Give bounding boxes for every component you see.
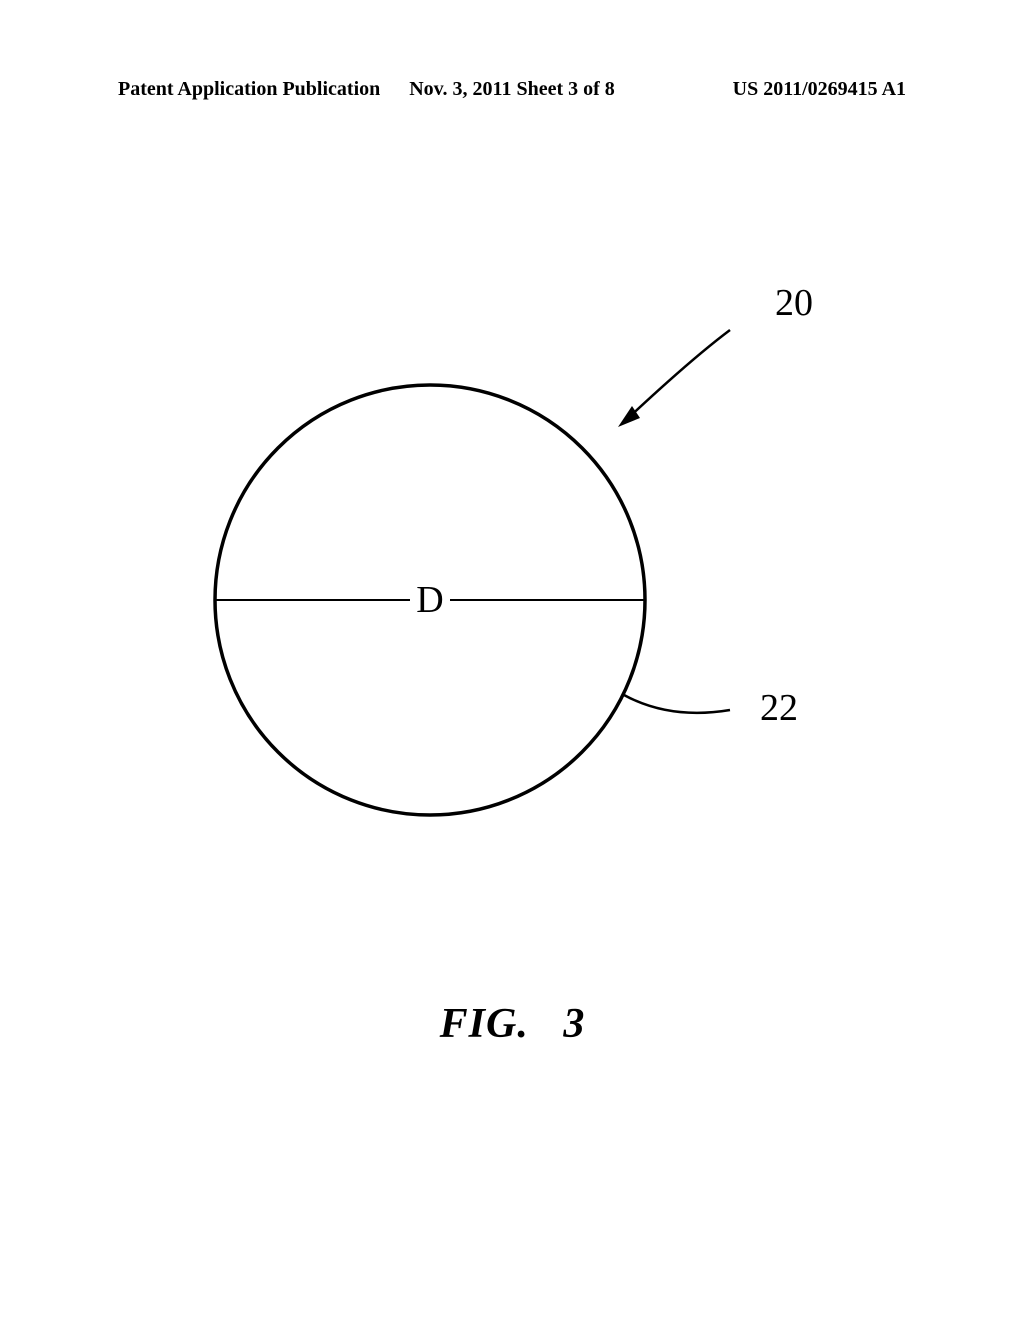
figure-container: D 20 22 [0,270,1024,970]
diameter-group: D [215,579,645,621]
header-publication-number: US 2011/0269415 A1 [643,78,906,101]
ref-20-label: 20 [775,282,813,324]
ref-20-arrow-curve [624,330,730,422]
figure-caption-prefix: FIG. [440,1001,529,1047]
ref-22-label: 22 [760,687,798,729]
header-publication-type: Patent Application Publication [118,78,381,101]
page-header: Patent Application Publication Nov. 3, 2… [0,78,1024,101]
figure-caption: FIG. 3 [0,1000,1024,1048]
ref-22-leader [624,695,730,713]
diameter-label: D [416,579,443,621]
ref-22-group: 22 [624,687,798,729]
figure-caption-number: 3 [563,1001,584,1047]
ref-20-group: 20 [618,282,813,427]
header-date-sheet: Nov. 3, 2011 Sheet 3 of 8 [381,78,644,101]
